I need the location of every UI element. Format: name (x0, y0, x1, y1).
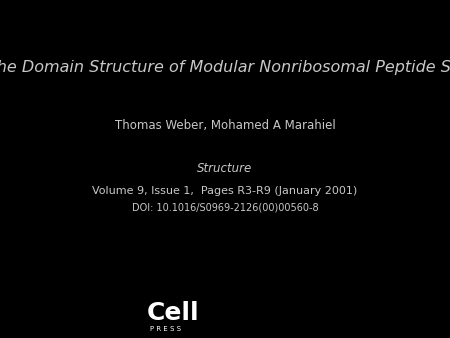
Text: Exploring the Domain Structure of Modular Nonribosomal Peptide Synthetases: Exploring the Domain Structure of Modula… (0, 60, 450, 75)
Text: Volume 9, Issue 1,  Pages R3-R9 (January 2001): Volume 9, Issue 1, Pages R3-R9 (January … (92, 186, 358, 196)
Text: P R E S S: P R E S S (150, 325, 180, 332)
Text: DOI: 10.1016/S0969-2126(00)00560-8: DOI: 10.1016/S0969-2126(00)00560-8 (132, 203, 318, 213)
Text: Cell: Cell (147, 300, 200, 325)
Text: Structure: Structure (198, 163, 252, 175)
Text: Thomas Weber, Mohamed A Marahiel: Thomas Weber, Mohamed A Marahiel (115, 119, 335, 131)
